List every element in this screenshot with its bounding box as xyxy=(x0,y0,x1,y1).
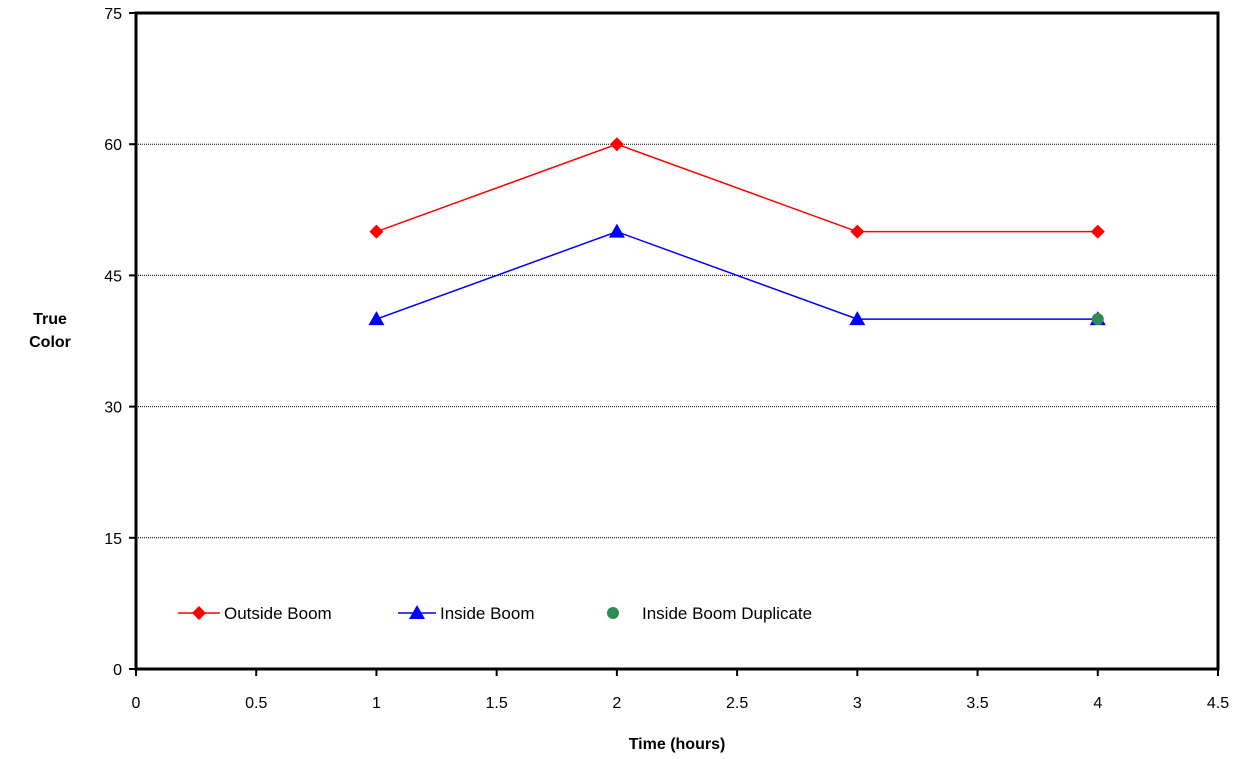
legend-item: Outside Boom xyxy=(178,604,332,623)
x-tick-label: 4.5 xyxy=(1207,695,1229,712)
x-tick-label: 3 xyxy=(853,695,862,712)
x-tick-label: 2 xyxy=(612,695,621,712)
tick-labels: 0 15 30 45 60 75 0 0.5 1 1.5 2 2.5 3 3.5 4 4.5 xyxy=(104,6,1229,712)
x-axis-title: Time (hours) xyxy=(629,736,726,753)
y-tick-label: 75 xyxy=(104,6,122,23)
y-tick-label: 60 xyxy=(104,137,122,154)
x-tick-label: 0 xyxy=(132,695,141,712)
axis-ticks xyxy=(129,12,1219,676)
legend-marker xyxy=(192,606,206,620)
legend-label: Inside Boom Duplicate xyxy=(642,604,812,623)
series-inside-boom xyxy=(368,223,1106,326)
x-tick-label: 2.5 xyxy=(726,695,748,712)
data-point-circle xyxy=(1091,313,1104,326)
y-tick-label: 45 xyxy=(104,268,122,285)
x-tick-label: 4 xyxy=(1093,695,1102,712)
series-line xyxy=(376,143,1098,233)
plot-area-frame xyxy=(134,11,1220,671)
data-point-diamond xyxy=(609,137,624,152)
y-tick-label: 15 xyxy=(104,531,122,548)
data-point-diamond xyxy=(369,224,384,239)
series-inside-boom-duplicate xyxy=(1091,313,1104,326)
data-point-triangle xyxy=(849,311,866,326)
series-line xyxy=(376,230,1098,320)
legend: Outside Boom Inside Boom Inside Boom Dupli… xyxy=(178,604,812,623)
y-tick-label: 0 xyxy=(113,662,122,679)
data-point-diamond xyxy=(850,224,865,239)
x-tick-label: 3.5 xyxy=(966,695,988,712)
y-tick-label: 30 xyxy=(104,400,122,417)
legend-marker xyxy=(607,607,619,619)
legend-label: Inside Boom xyxy=(440,604,535,623)
series-outside-boom xyxy=(369,137,1105,239)
x-tick-label: 0.5 xyxy=(245,695,267,712)
data-point-diamond xyxy=(1090,224,1105,239)
legend-item: Inside Boom Duplicate xyxy=(607,604,812,623)
series-layer xyxy=(368,137,1106,326)
legend-label: Outside Boom xyxy=(224,604,332,623)
legend-marker xyxy=(409,605,425,619)
data-point-triangle xyxy=(368,311,385,326)
y-axis-title-line-1: True xyxy=(33,311,67,328)
y-axis-title-line-2: Color xyxy=(29,334,71,351)
data-point-triangle xyxy=(608,223,625,238)
legend-item: Inside Boom xyxy=(398,604,535,623)
gridlines xyxy=(136,143,1218,539)
x-tick-label: 1.5 xyxy=(486,695,508,712)
x-tick-label: 1 xyxy=(372,695,381,712)
